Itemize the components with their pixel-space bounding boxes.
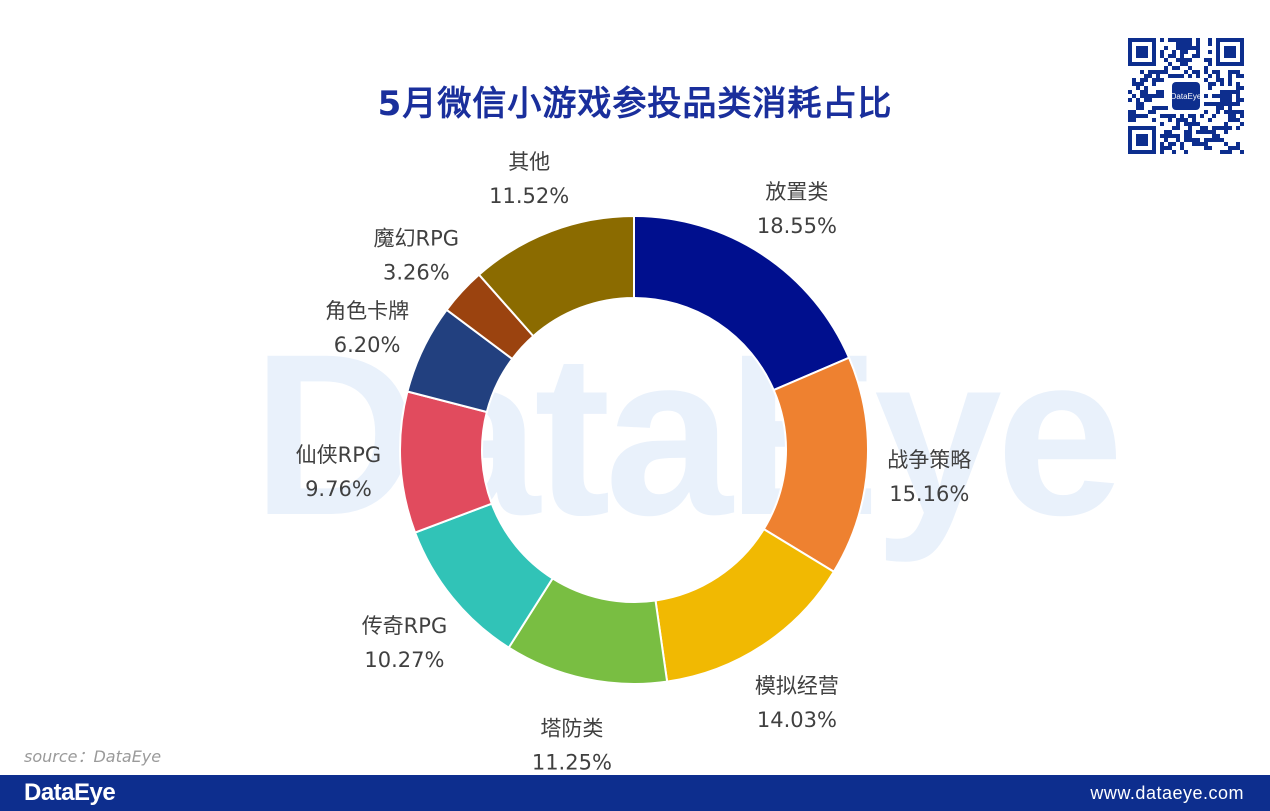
slice-label-2: 战争策略	[887, 448, 971, 472]
slice-value-7: 6.20%	[334, 333, 401, 357]
footer-bar: DataEye www.dataeye.com	[0, 775, 1270, 811]
qr-logo-text: DataEye	[1171, 92, 1202, 101]
slice-value-1: 18.55%	[757, 214, 837, 238]
slice-value-4: 11.25%	[532, 750, 612, 774]
slice-label-3: 模拟经营	[755, 674, 839, 698]
footer-logo: DataEye	[24, 779, 116, 806]
slice-label-4: 塔防类	[540, 716, 603, 740]
slice-value-9: 11.52%	[489, 184, 569, 208]
slice-value-3: 14.03%	[757, 708, 837, 732]
qr-code-icon: DataEye	[1128, 38, 1244, 154]
slice-label-9: 其他	[508, 150, 550, 174]
slice-label-7: 角色卡牌	[325, 299, 409, 323]
footer-url[interactable]: www.dataeye.com	[1090, 783, 1244, 803]
slice-value-8: 3.26%	[383, 260, 450, 284]
slice-labels: 放置类 18.55% 战争策略 15.16% 模拟经营 14.03% 塔防类 11.25% 传奇…	[296, 150, 972, 774]
watermark: DataEye	[252, 306, 1124, 563]
donut-slices	[399, 214, 869, 685]
slice-1	[633, 214, 851, 392]
slice-label-6: 仙侠RPG	[296, 443, 382, 467]
slice-value-5: 10.27%	[364, 648, 444, 672]
slice-value-6: 9.76%	[305, 477, 372, 501]
slice-value-2: 15.16%	[889, 482, 969, 506]
slice-label-5: 传奇RPG	[362, 614, 448, 638]
slice-label-8: 魔幻RPG	[374, 226, 460, 250]
source-note: source：DataEye	[24, 747, 162, 766]
slice-label-1: 放置类	[765, 180, 828, 204]
chart-title: 5月微信小游戏参投品类消耗占比	[377, 84, 893, 124]
slice-9	[477, 214, 635, 338]
